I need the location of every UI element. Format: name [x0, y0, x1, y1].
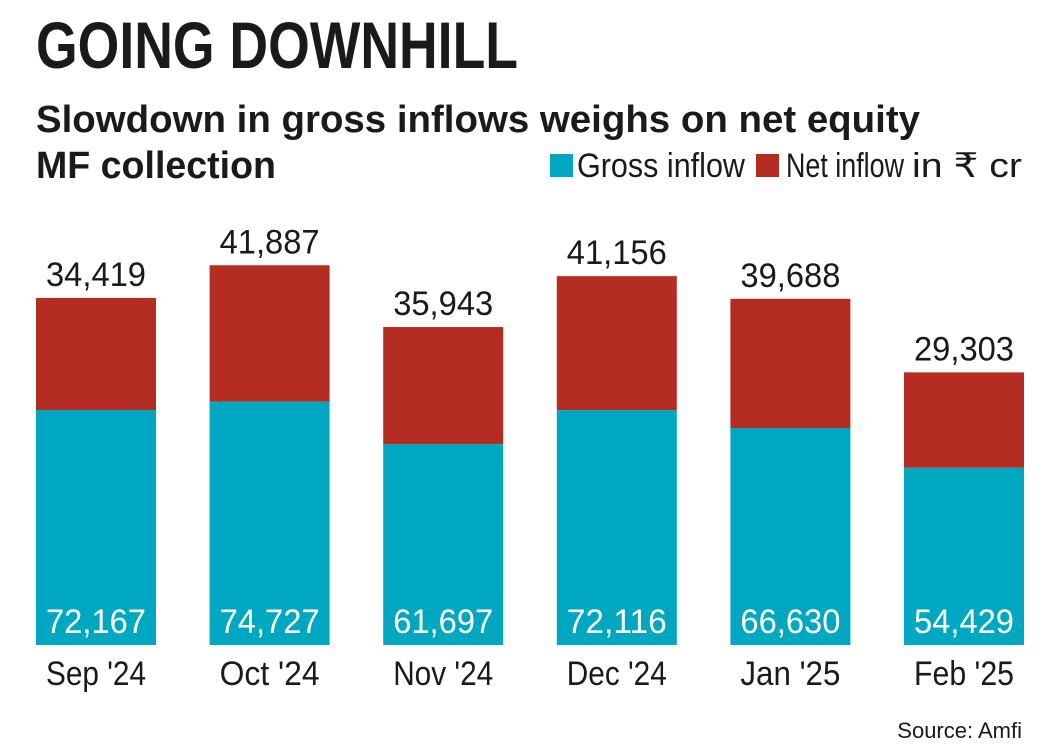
chart-subtitle-line2: MF collection — [36, 145, 276, 187]
net-value-label: 41,156 — [567, 234, 667, 272]
x-tick-label: Jan '25 — [740, 655, 840, 693]
x-tick-label: Nov '24 — [393, 655, 493, 693]
x-tick-label: Oct '24 — [220, 655, 320, 693]
legend-swatch-gross — [550, 154, 573, 177]
legend-unit: in ₹ cr — [912, 147, 1022, 185]
bar-gross-0 — [36, 410, 156, 645]
chart-title: GOING DOWNHILL — [36, 8, 518, 82]
bars: 34,419 72,167 Sep '24 41,887 74,727 Oct '24 35… — [36, 223, 1024, 693]
gross-value-label: 54,429 — [914, 603, 1014, 641]
bar-net-3 — [556, 276, 677, 411]
bar-gross-5 — [904, 467, 1024, 645]
bar-gross-4 — [730, 428, 851, 645]
x-tick-label: Feb '25 — [914, 655, 1014, 693]
bar-gross-2 — [383, 444, 504, 645]
chart-subtitle-line1: Slowdown in gross inflows weighs on net … — [36, 99, 920, 141]
bar-net-5 — [904, 372, 1024, 468]
gross-value-label: 72,116 — [567, 603, 667, 641]
net-value-label: 41,887 — [220, 223, 320, 261]
legend-label-net: Net inflow — [786, 147, 904, 185]
bar-net-4 — [730, 298, 851, 429]
bar-net-1 — [209, 265, 330, 402]
bar-net-2 — [383, 327, 504, 445]
net-value-label: 35,943 — [393, 285, 493, 323]
net-value-label: 34,419 — [46, 256, 146, 294]
gross-value-label: 61,697 — [393, 603, 493, 641]
gross-value-label: 74,727 — [220, 603, 320, 641]
bar-gross-3 — [556, 410, 677, 645]
net-value-label: 29,303 — [914, 330, 1014, 368]
gross-value-label: 72,167 — [46, 603, 146, 641]
net-value-label: 39,688 — [740, 257, 840, 295]
source-note: Source: Amfi — [897, 718, 1022, 743]
gross-value-label: 66,630 — [740, 603, 840, 641]
x-tick-label: Sep '24 — [46, 655, 146, 693]
legend: Gross inflow Net inflow in ₹ cr — [550, 147, 1022, 185]
bar-net-0 — [36, 297, 156, 410]
bar-gross-1 — [209, 401, 330, 645]
legend-swatch-net — [756, 154, 779, 177]
legend-label-gross: Gross inflow — [577, 147, 745, 185]
x-tick-label: Dec '24 — [567, 655, 667, 693]
